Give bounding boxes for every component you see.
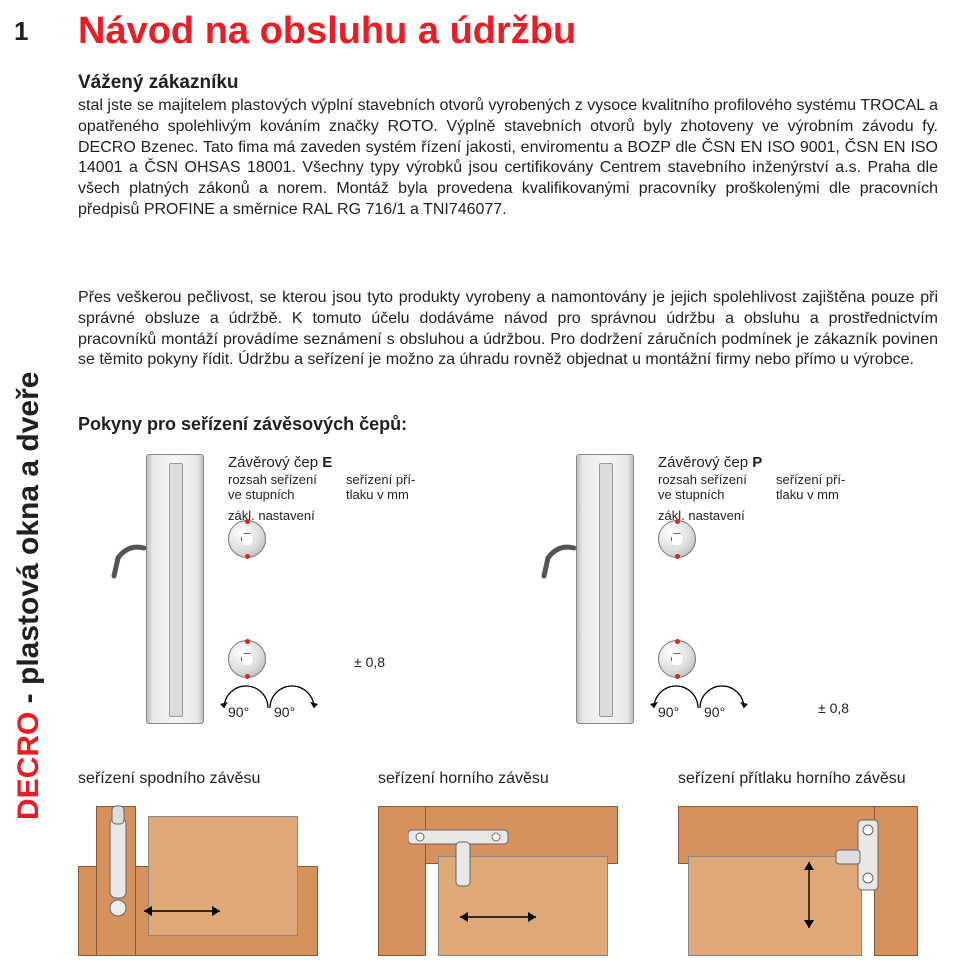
- pin-e-title-pre: Závěrový čep: [228, 454, 322, 471]
- pin-p-hex-upper: [658, 520, 696, 558]
- pin-p-pm: ± 0,8: [818, 700, 849, 716]
- pin-p-zakl: zákl. nastavení: [658, 509, 918, 524]
- hinge-illustration-row: [78, 806, 938, 956]
- pin-e-title: Závěrový čep E: [228, 454, 508, 471]
- pin-p-pressure: seřízení pří- tlaku v mm: [776, 473, 918, 503]
- pin-block-p: Závěrový čep P rozsah seřízení ve stupní…: [558, 454, 918, 524]
- arrow-icon: [454, 902, 544, 932]
- pin-e-handle-icon: [108, 544, 148, 580]
- caption-pressure-hinge: seřízení přítlaku horního závěsu: [678, 770, 918, 788]
- caption-bottom-hinge: seřízení spodního závěsu: [78, 770, 260, 788]
- salutation: Vážený zákazníku: [78, 72, 239, 94]
- pin-p-90a: 90°: [658, 704, 679, 720]
- pin-e-90a: 90°: [228, 704, 249, 720]
- page-number: 1: [14, 16, 28, 47]
- pin-p-handle-icon: [538, 544, 578, 580]
- pin-e-rail: [146, 454, 204, 724]
- hinge-hardware-icon: [408, 820, 528, 900]
- pin-e-hex-lower: [228, 640, 266, 678]
- pin-diagram-row: Závěrový čep E rozsah seřízení ve stupní…: [78, 448, 938, 738]
- arrow-icon: [138, 896, 228, 926]
- pin-e-pressure: seřízení pří- tlaku v mm: [346, 473, 508, 503]
- hinge-hardware-icon: [828, 816, 908, 926]
- pin-block-e: Závěrový čep E rozsah seřízení ve stupní…: [78, 454, 508, 524]
- brand-name: DECRO: [12, 712, 45, 820]
- pin-p-90b: 90°: [704, 704, 725, 720]
- hinge-diagram-bottom: [78, 806, 318, 956]
- pin-p-title-pre: Závěrový čep: [658, 454, 752, 471]
- hinge-diagram-top: [378, 806, 618, 956]
- intro-paragraph-1: stal jste se majitelem plastových výplní…: [78, 96, 938, 221]
- vertical-brand-label: DECRO - plastová okna a dveře: [12, 372, 46, 820]
- brand-suffix: - plastová okna a dveře: [12, 372, 45, 712]
- section-heading-pins: Pokyny pro seřízení závěsových čepů:: [78, 414, 407, 435]
- page-title: Návod na obsluhu a údržbu: [78, 10, 576, 53]
- pin-e-title-letter: E: [322, 454, 332, 471]
- intro-paragraph-2: Přes veškerou pečlivost, se kterou jsou …: [78, 288, 938, 371]
- hinge-diagram-pressure: [678, 806, 918, 956]
- pin-e-zakl: zákl. nastavení: [228, 509, 508, 524]
- pin-p-title: Závěrový čep P: [658, 454, 918, 471]
- pin-e-pm: ± 0,8: [354, 654, 385, 670]
- pin-p-title-letter: P: [752, 454, 762, 471]
- pin-p-hex-lower: [658, 640, 696, 678]
- pin-e-hex-upper: [228, 520, 266, 558]
- pin-e-90b: 90°: [274, 704, 295, 720]
- caption-top-hinge: seřízení horního závěsu: [378, 770, 549, 788]
- arrow-icon: [794, 856, 824, 936]
- pin-p-rail: [576, 454, 634, 724]
